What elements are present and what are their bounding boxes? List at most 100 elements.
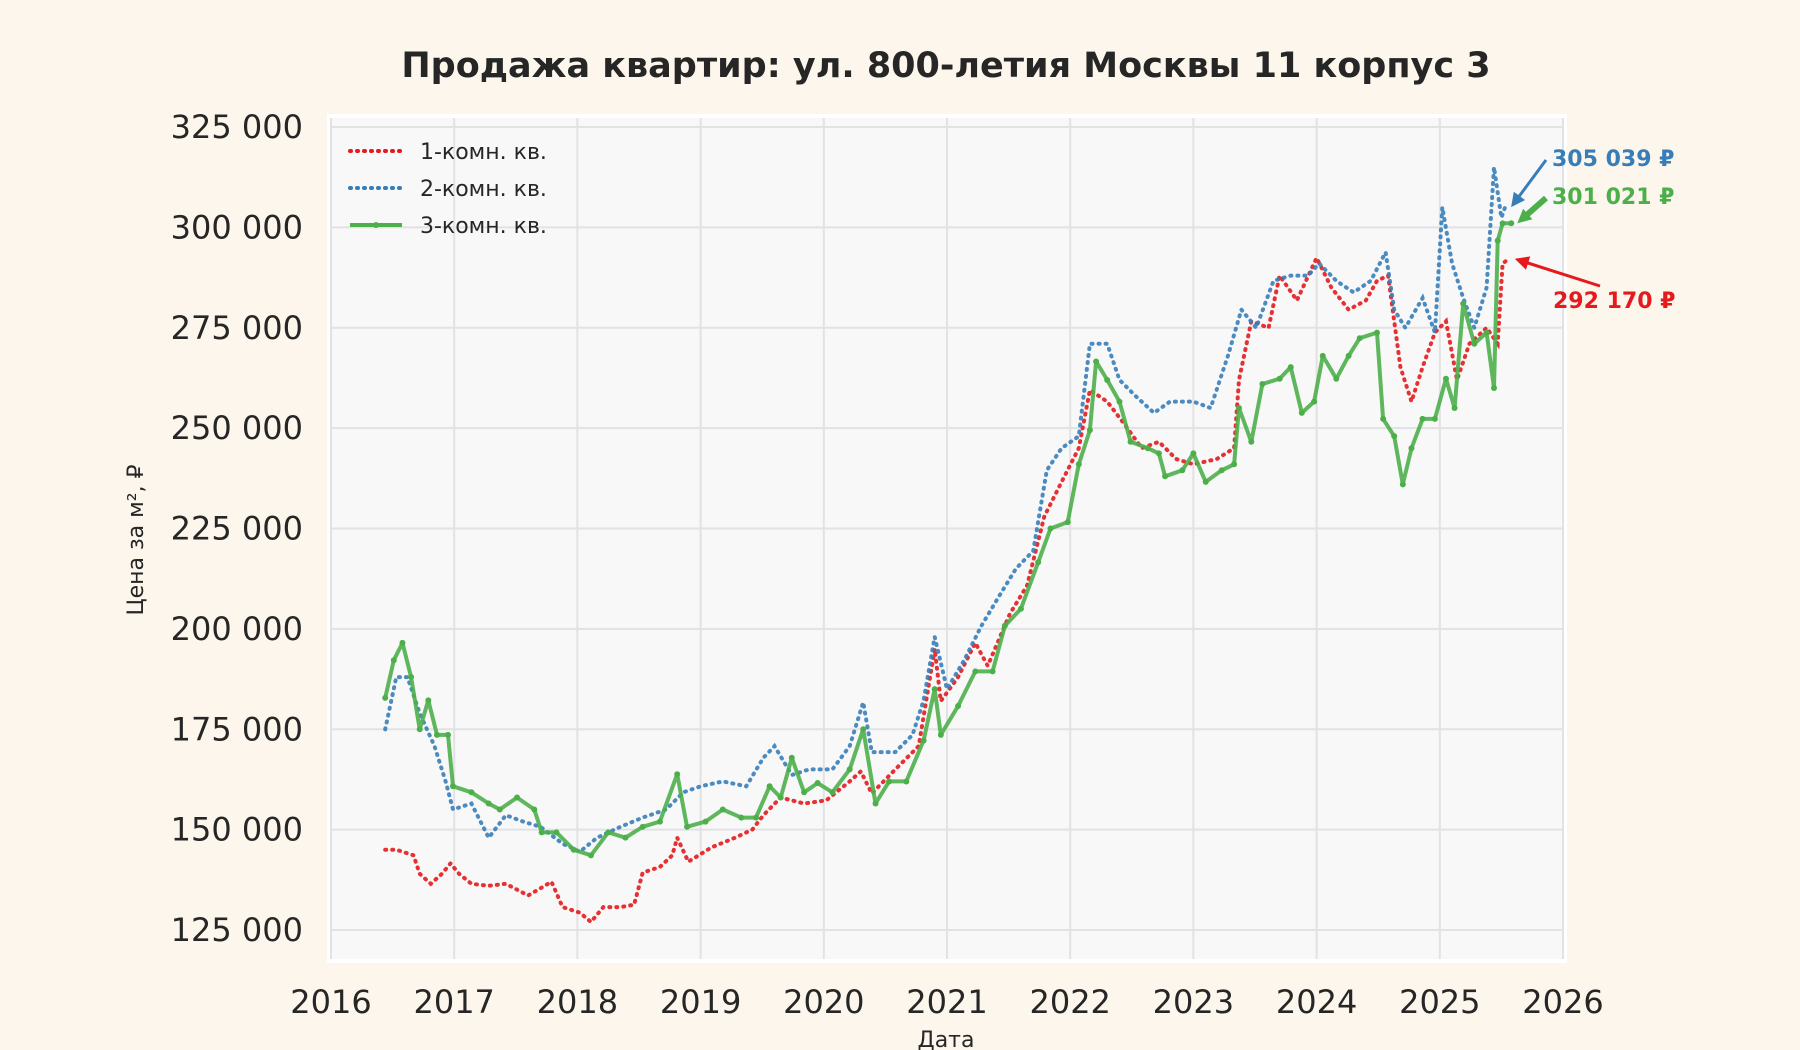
- data-point: [674, 771, 681, 778]
- data-point: [1155, 450, 1162, 457]
- y-tick-label: 225 000: [171, 510, 303, 548]
- data-point: [777, 794, 784, 801]
- data-point: [1259, 380, 1266, 387]
- data-point: [1235, 405, 1242, 412]
- x-tick-label: 2016: [290, 983, 371, 1021]
- arrow-head-icon: [1511, 191, 1526, 208]
- data-point: [920, 737, 927, 744]
- data-point: [468, 789, 475, 796]
- x-tick-label: 2026: [1522, 983, 1603, 1021]
- data-point: [1231, 461, 1238, 468]
- data-point: [433, 731, 440, 738]
- data-point: [1471, 340, 1478, 347]
- data-point: [553, 829, 560, 836]
- data-point: [753, 814, 760, 821]
- data-point: [416, 726, 423, 733]
- y-tick-label: 300 000: [171, 208, 303, 246]
- data-point: [684, 823, 691, 830]
- data-point: [1144, 445, 1151, 452]
- x-axis-ticks: 2016 2017 2018 2019 2020 2021 2022 2023 2024 2025…: [290, 983, 1603, 1021]
- data-point: [955, 702, 962, 709]
- y-tick-label: 325 000: [171, 108, 303, 146]
- data-point: [1399, 481, 1406, 488]
- data-point: [1333, 375, 1340, 382]
- data-point: [1380, 415, 1387, 422]
- data-point: [1035, 559, 1042, 566]
- data-point: [1218, 467, 1225, 474]
- data-point: [1001, 622, 1008, 629]
- annotation-arrow: [1523, 260, 1601, 288]
- data-point: [989, 668, 996, 675]
- data-point: [1460, 300, 1467, 307]
- data-point: [1356, 335, 1363, 342]
- y-axis-ticks: 125 000 150 000 175 000 200 000 225 000 250 0…: [171, 108, 303, 949]
- y-axis-label: Цена за м², ₽: [124, 464, 149, 615]
- data-point: [531, 806, 538, 813]
- data-point: [1064, 519, 1071, 526]
- series-1: [383, 253, 1511, 925]
- data-point: [788, 754, 795, 761]
- x-tick-label: 2019: [660, 983, 741, 1021]
- data-point: [1491, 384, 1498, 391]
- data-point: [408, 674, 415, 681]
- data-point: [1408, 445, 1415, 452]
- series-3: [382, 220, 1515, 859]
- x-tick-label: 2025: [1399, 983, 1480, 1021]
- data-point: [801, 789, 808, 796]
- data-point: [766, 783, 773, 790]
- data-point: [1248, 438, 1255, 445]
- legend-label: 3-комн. кв.: [420, 214, 547, 239]
- series-line: [383, 166, 1508, 855]
- data-point: [1483, 329, 1490, 336]
- y-tick-label: 275 000: [171, 309, 303, 347]
- data-point: [1494, 237, 1501, 244]
- data-point: [1116, 398, 1123, 405]
- x-tick-label: 2024: [1276, 983, 1357, 1021]
- data-point: [538, 829, 545, 836]
- data-point: [972, 668, 979, 675]
- legend-label: 2-комн. кв.: [420, 177, 547, 202]
- data-point: [485, 800, 492, 807]
- data-point: [1086, 427, 1093, 434]
- data-point: [872, 800, 879, 807]
- data-point: [1162, 473, 1169, 480]
- legend-label: 1-комн. кв.: [420, 140, 547, 165]
- data-point: [605, 829, 612, 836]
- legend: 1-комн. кв. 2-комн. кв. 3-комн. кв.: [348, 140, 547, 239]
- data-point: [622, 834, 629, 841]
- data-point: [1104, 376, 1111, 383]
- data-point: [937, 731, 944, 738]
- annotation-label: 292 170 ₽: [1553, 289, 1675, 314]
- annotation-arrow: [1522, 195, 1548, 219]
- data-point: [639, 823, 646, 830]
- data-point: [425, 697, 432, 704]
- data-point: [886, 778, 893, 785]
- data-point: [814, 780, 821, 787]
- x-tick-label: 2018: [537, 983, 618, 1021]
- data-point: [445, 731, 452, 738]
- data-point: [702, 818, 709, 825]
- data-point: [587, 852, 594, 859]
- data-point: [931, 686, 938, 693]
- x-tick-label: 2023: [1153, 983, 1234, 1021]
- data-point: [514, 794, 521, 801]
- data-point: [1017, 605, 1024, 612]
- data-point: [399, 639, 406, 646]
- y-tick-label: 150 000: [171, 811, 303, 849]
- data-point: [1127, 438, 1134, 445]
- data-point: [1373, 329, 1380, 336]
- data-point: [1345, 352, 1352, 359]
- data-point: [496, 806, 503, 813]
- x-tick-label: 2020: [783, 983, 864, 1021]
- data-point: [1319, 352, 1326, 359]
- data-point: [1451, 405, 1458, 412]
- data-point: [860, 726, 867, 733]
- data-point: [1287, 364, 1294, 371]
- data-point: [1431, 415, 1438, 422]
- data-point: [570, 846, 577, 853]
- data-point: [1442, 375, 1449, 382]
- legend-marker: [373, 222, 379, 228]
- x-tick-label: 2021: [906, 983, 987, 1021]
- data-point: [738, 814, 745, 821]
- y-tick-label: 175 000: [171, 710, 303, 748]
